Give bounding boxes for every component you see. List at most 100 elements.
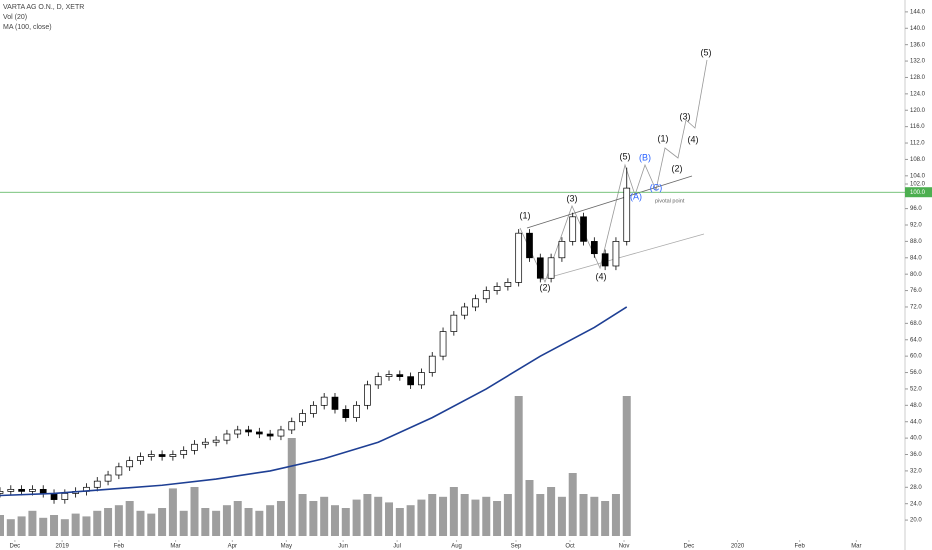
candle-body <box>482 290 490 300</box>
candle-body <box>623 187 631 242</box>
volume-bar <box>0 515 4 536</box>
y-tick-label: 28.0 <box>910 485 922 491</box>
volume-bar <box>525 480 534 536</box>
wave-label: (4) <box>688 134 699 144</box>
candle-body <box>104 474 112 482</box>
channel-lower <box>539 233 705 281</box>
candle-body <box>558 241 566 259</box>
wave-label: (1) <box>658 133 669 143</box>
volume-bar <box>233 501 242 536</box>
volume-bar <box>406 505 415 536</box>
volume-bar <box>276 501 285 536</box>
candle-body <box>191 443 198 451</box>
candle-body <box>374 376 382 386</box>
y-tick-label: 104.0 <box>910 173 926 179</box>
volume-bar <box>255 510 264 536</box>
volume-bar <box>60 519 69 536</box>
y-tick-label: 120.0 <box>910 108 926 114</box>
candle-body <box>590 241 598 255</box>
y-tick-label: 52.0 <box>910 387 922 393</box>
x-tick-label: Sep <box>511 544 522 550</box>
volume-bar <box>82 516 91 536</box>
volume-bar <box>244 508 253 536</box>
y-tick-label: 128.0 <box>910 75 926 81</box>
candle-body <box>169 454 177 457</box>
wave-label: (3) <box>680 111 691 121</box>
volume-bar <box>114 505 123 536</box>
x-tick-label: Aug <box>451 544 462 550</box>
wave-label: (2) <box>540 282 551 292</box>
volume-bar <box>482 496 491 536</box>
volume-bar <box>39 517 48 536</box>
candle-body <box>288 421 296 431</box>
volume-bar <box>374 496 383 536</box>
x-tick-label: Dec <box>10 544 21 550</box>
x-tick-label: Apr <box>228 544 237 550</box>
wave-label: (4) <box>596 271 607 281</box>
y-tick-label: 140.0 <box>910 26 926 32</box>
volume-bar <box>28 510 37 536</box>
x-tick-label: Mar <box>170 544 180 550</box>
candle-body <box>353 404 360 418</box>
volume-bar <box>341 508 350 536</box>
x-tick-label: Oct <box>565 544 575 550</box>
candle-body <box>7 488 15 492</box>
volume-bar <box>147 513 156 536</box>
volume-bar <box>298 494 307 536</box>
volume-bar <box>158 508 167 536</box>
volume-bar <box>179 510 188 536</box>
candle-body <box>180 450 188 455</box>
y-tick-label: 96.0 <box>910 206 922 212</box>
volume-bar <box>471 499 480 536</box>
candle-body <box>364 384 371 406</box>
y-tick-label: 76.0 <box>910 288 922 294</box>
y-tick-label: 36.0 <box>910 452 922 458</box>
volume-bar <box>93 510 102 536</box>
candle-body <box>504 282 512 287</box>
candle-body <box>137 456 144 462</box>
x-tick-label: Jul <box>393 544 401 550</box>
y-tick-label: 92.0 <box>910 223 922 229</box>
volume-bar <box>395 508 404 536</box>
volume-bar <box>287 438 296 536</box>
candle-body <box>245 429 252 433</box>
y-tick-label: 72.0 <box>910 305 922 311</box>
volume-bar <box>6 519 15 536</box>
volume-bar <box>557 496 566 536</box>
x-tick-label: Dec <box>684 544 695 550</box>
candle-body <box>418 372 425 386</box>
candle-body <box>342 409 350 418</box>
y-tick-label: 24.0 <box>910 501 922 507</box>
price-badge-label: 100.0 <box>910 190 926 196</box>
volume-bar <box>71 513 80 536</box>
candle-body <box>439 331 447 357</box>
y-tick-label: 48.0 <box>910 403 922 409</box>
volume-bar <box>439 496 448 536</box>
y-tick-label: 112.0 <box>910 141 925 147</box>
x-tick-label: Feb <box>114 544 125 550</box>
candle-body <box>515 232 523 283</box>
candle-body <box>493 286 501 291</box>
channel-upper <box>526 175 693 229</box>
volume-bar <box>460 494 469 536</box>
y-tick-label: 132.0 <box>910 59 926 65</box>
candle-body <box>39 488 47 494</box>
price-badge <box>905 187 932 198</box>
x-tick-label: Nov <box>619 544 630 550</box>
volume-bar <box>579 494 588 536</box>
volume-bar <box>493 501 502 536</box>
volume-bar <box>622 396 631 536</box>
wave-label: (C) <box>650 182 663 192</box>
candle-body <box>93 480 101 488</box>
volume-bar <box>428 494 437 536</box>
volume-bar <box>330 505 339 536</box>
wave-label: (5) <box>620 151 631 161</box>
wave-label: (2) <box>672 163 683 173</box>
volume-bar <box>201 508 210 536</box>
y-tick-label: 40.0 <box>910 436 922 442</box>
candle-body <box>147 454 155 457</box>
y-tick-label: 116.0 <box>910 124 925 130</box>
volume-bar <box>222 505 231 536</box>
candle-body <box>255 431 263 435</box>
